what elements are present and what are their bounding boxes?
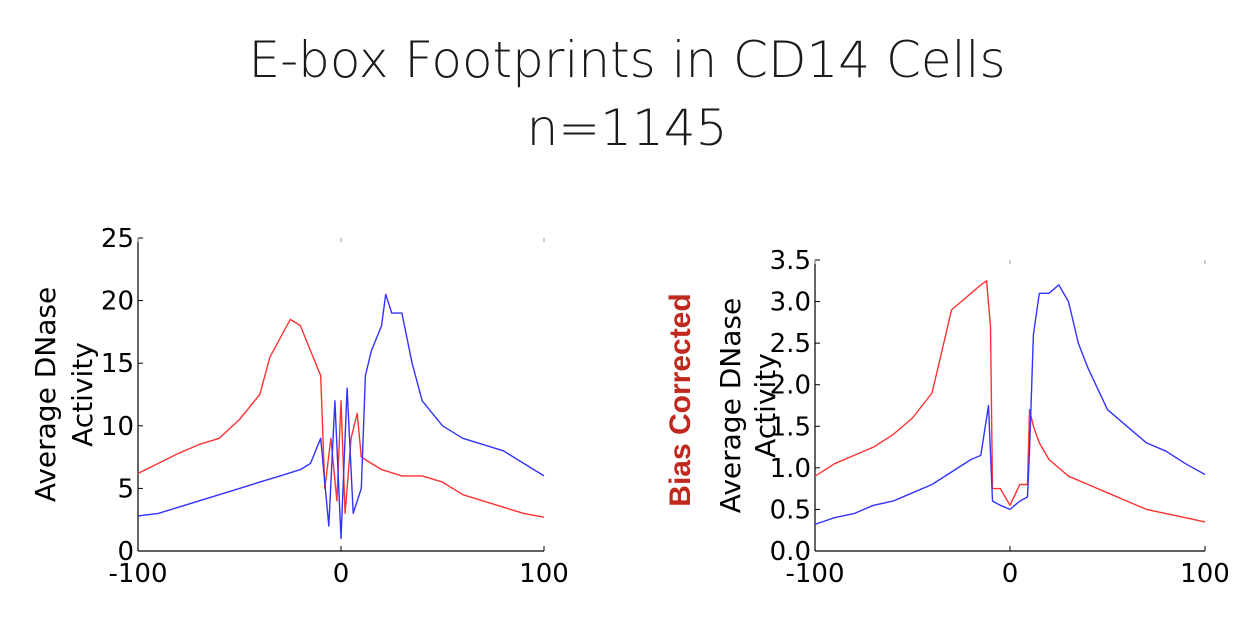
- figure-subtitle: n=1145: [526, 99, 728, 157]
- y-axis-label-line1: Average DNase: [29, 287, 62, 502]
- y-tick-label: 15: [101, 349, 134, 379]
- y-tick-label: 20: [101, 287, 134, 317]
- x-tick-label: -100: [108, 559, 167, 589]
- x-tick-label: -100: [785, 559, 844, 589]
- y-tick-label: 2.5: [770, 329, 811, 359]
- y-tick-label: 3.5: [770, 246, 811, 276]
- series-line-blue: [814, 284, 1206, 526]
- bias-corrected-label: Bias Corrected: [664, 293, 697, 506]
- x-tick-label: 100: [519, 559, 569, 589]
- y-axis-label-line1: Average DNase: [714, 298, 747, 513]
- y-tick-label: 1.0: [770, 454, 811, 484]
- y-tick-label: 10: [101, 412, 134, 442]
- y-axis-label-line2: Activity: [66, 342, 99, 447]
- figure-title: E-box Footprints in CD14 Cells: [248, 31, 1006, 89]
- y-axis-label-line2: Activity: [749, 353, 782, 458]
- x-tick-label: 0: [333, 559, 350, 589]
- y-tick-label: 1.5: [770, 412, 811, 442]
- y-tick-label: 0: [117, 537, 134, 567]
- y-tick-label: 0.5: [770, 495, 811, 525]
- y-tick-label: 25: [101, 224, 134, 254]
- y-tick-label: 3.0: [770, 288, 811, 318]
- y-tick-label: 0.0: [770, 537, 811, 567]
- y-tick-label: 5: [117, 474, 134, 504]
- series-line-blue: [137, 293, 545, 540]
- x-tick-label: 100: [1180, 559, 1230, 589]
- panel-right: 0.0 0.5 1.0 1.5 2.0 2.5 3.0 3.5 -100 0 100 Average …: [664, 246, 1230, 589]
- y-tick-label: 2.0: [770, 371, 811, 401]
- series-line-red: [137, 318, 545, 518]
- series-line-red: [814, 280, 1206, 523]
- x-tick-label: 0: [1002, 559, 1019, 589]
